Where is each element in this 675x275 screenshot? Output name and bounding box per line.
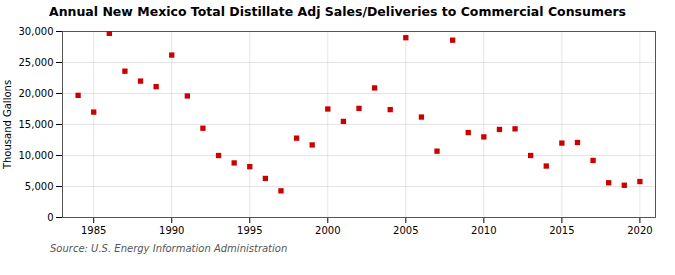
- svg-text:2015: 2015: [549, 225, 574, 236]
- html-text:Source: U.S. Energy Informatio: Source: U.S. Energy Information Administ…: [50, 243, 288, 254]
- svg-text:2020: 2020: [627, 225, 652, 236]
- svg-text:10,000: 10,000: [19, 150, 54, 161]
- svg-text:Thousand Gallons: Thousand Gallons: [2, 80, 13, 170]
- svg-text:2010: 2010: [471, 225, 496, 236]
- svg-text:25,000: 25,000: [19, 57, 54, 68]
- svg-text:1985: 1985: [81, 225, 106, 236]
- svg-text:2000: 2000: [315, 225, 340, 236]
- html-text:Annual New Mexico Total Distil: Annual New Mexico Total Distillate Adj S…: [49, 4, 626, 19]
- svg-text:20,000: 20,000: [19, 88, 54, 99]
- svg-text:5,000: 5,000: [25, 181, 54, 192]
- svg-text:15,000: 15,000: [19, 119, 54, 130]
- svg-text:0: 0: [47, 212, 53, 223]
- svg-text:2005: 2005: [393, 225, 418, 236]
- svg-text:30,000: 30,000: [19, 26, 54, 37]
- svg-text:1995: 1995: [237, 225, 262, 236]
- svg-text:1990: 1990: [159, 225, 184, 236]
